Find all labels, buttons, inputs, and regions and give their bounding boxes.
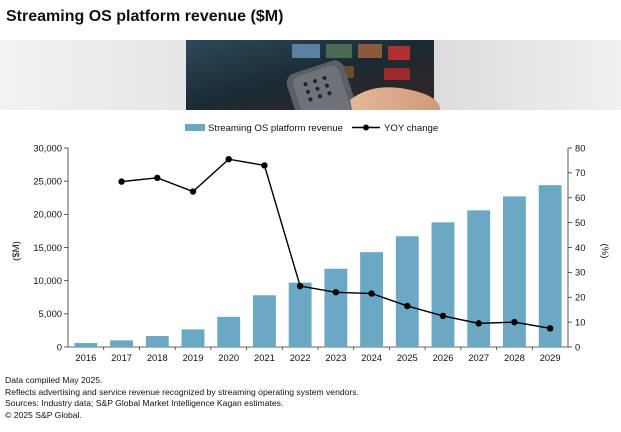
y-right-tick-label: 0 — [575, 341, 580, 352]
legend-swatch-bar — [185, 124, 205, 131]
footnote-sources: Sources: Industry data; S&P Global Marke… — [5, 398, 284, 409]
y-right-tick-label: 60 — [575, 192, 585, 203]
x-tick-label: 2017 — [111, 352, 132, 363]
y-right-tick-label: 50 — [575, 217, 585, 228]
y-left-tick-label: 20,000 — [33, 209, 62, 220]
y-axis-left-label: ($M) — [11, 241, 22, 261]
yoy-point-2029 — [546, 325, 554, 332]
x-tick-label: 2026 — [433, 352, 454, 363]
yoy-point-2026 — [439, 312, 447, 320]
footnote-compiled: Data compiled May 2025. — [5, 375, 103, 385]
y-left-tick-label: 25,000 — [33, 175, 62, 186]
legend-label-bar: Streaming OS platform revenue — [208, 123, 343, 134]
x-tick-label: 2021 — [254, 352, 275, 363]
banner-tile — [384, 68, 410, 80]
y-right-tick-label: 70 — [575, 167, 585, 178]
yoy-point-2021 — [261, 162, 268, 169]
footnote-definition: Reflects advertising and service revenue… — [5, 386, 359, 397]
bar-2018 — [145, 336, 169, 347]
yoy-point-2022 — [296, 282, 304, 290]
x-tick-label: 2019 — [183, 352, 204, 363]
yoy-point-2028 — [511, 318, 518, 326]
y-left-tick-label: 15,000 — [33, 242, 62, 253]
bar-2028 — [503, 196, 526, 347]
bar-2026 — [431, 222, 455, 347]
yoy-point-2018 — [154, 174, 161, 182]
combo-chart: Streaming OS platform revenue YOY change… — [11, 123, 610, 363]
banner-tile — [292, 44, 320, 58]
y-right-tick-label: 80 — [575, 142, 585, 153]
bar-2024 — [360, 252, 383, 347]
banner-tile — [388, 46, 410, 60]
yoy-point-2020 — [225, 155, 232, 163]
bar-2025 — [395, 236, 419, 347]
x-tick-label: 2024 — [361, 352, 382, 363]
yoy-point-2017 — [118, 178, 125, 185]
legend: Streaming OS platform revenue YOY change — [185, 123, 438, 134]
banner-tile — [358, 44, 382, 58]
footnotes: Data compiled May 2025. Reflects adverti… — [5, 375, 359, 421]
yoy-point-2025 — [404, 302, 411, 310]
yoy-point-2019 — [189, 188, 197, 195]
x-tick-label: 2016 — [75, 352, 96, 363]
y-right-tick-label: 40 — [575, 242, 585, 253]
bar-2016 — [74, 343, 98, 347]
footnote-copyright: © 2025 S&P Global. — [5, 409, 82, 420]
y-left-tick-label: 30,000 — [33, 142, 62, 153]
bar-2017 — [110, 340, 133, 347]
x-tick-label: 2027 — [468, 352, 489, 363]
bar-2021 — [253, 295, 276, 347]
bar-2019 — [181, 329, 205, 347]
remote-control-icon — [286, 60, 367, 110]
legend-label-line: YOY change — [384, 123, 438, 134]
y-left-tick-label: 0 — [57, 341, 62, 352]
x-tick-label: 2022 — [290, 352, 311, 363]
bar-2027 — [467, 210, 491, 347]
x-tick-label: 2020 — [218, 352, 239, 363]
banner-image — [0, 40, 621, 110]
y-left-tick-label: 10,000 — [33, 275, 62, 286]
x-tick-label: 2018 — [147, 352, 168, 363]
x-tick-label: 2023 — [325, 352, 346, 363]
yoy-point-2024 — [368, 290, 375, 297]
banner-tile — [326, 44, 352, 58]
y-axis-right-label: (%) — [599, 244, 610, 259]
hand-shape — [350, 87, 440, 110]
bar-2023 — [324, 268, 348, 347]
y-left-tick-label: 5,000 — [39, 308, 62, 319]
y-right-tick-label: 20 — [575, 292, 585, 303]
bar-2029 — [538, 185, 562, 347]
x-tick-label: 2029 — [540, 352, 561, 363]
bar-2020 — [217, 316, 241, 347]
chart-title: Streaming OS platform revenue ($M) — [6, 8, 284, 25]
x-tick-label: 2025 — [397, 352, 418, 363]
y-right-tick-label: 10 — [575, 316, 585, 327]
x-tick-label: 2028 — [504, 352, 525, 363]
bar-2022 — [288, 282, 312, 347]
yoy-point-2023 — [332, 289, 340, 296]
yoy-point-2027 — [475, 320, 482, 327]
legend-swatch-marker — [363, 124, 369, 131]
y-right-tick-label: 30 — [575, 267, 585, 278]
